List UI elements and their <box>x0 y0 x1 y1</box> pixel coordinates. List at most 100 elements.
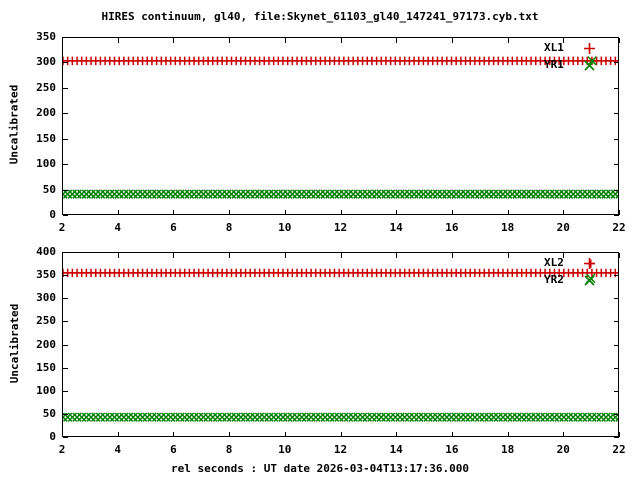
x-tick-label: 14 <box>389 221 403 234</box>
x-tick <box>173 210 175 215</box>
y-tick <box>63 252 68 253</box>
x-tick-label: 20 <box>556 443 570 456</box>
y-tick <box>63 113 68 115</box>
y-tick <box>63 413 68 415</box>
x-tick <box>563 432 565 437</box>
y-tick <box>614 113 619 115</box>
x-tick <box>62 210 63 215</box>
x-tick <box>173 432 175 437</box>
y-tick-label: 100 <box>36 157 56 171</box>
y-tick <box>614 62 619 64</box>
x-tick <box>62 38 63 43</box>
y-tick-label: 150 <box>36 131 56 145</box>
x-tick <box>619 38 620 43</box>
y-tick <box>63 138 68 140</box>
x-tick <box>62 253 63 258</box>
y-tick-label: 400 <box>36 245 56 258</box>
x-tick-label: 14 <box>389 443 403 456</box>
y-tick <box>614 138 619 140</box>
y-tick <box>614 215 619 216</box>
x-tick <box>62 432 63 437</box>
y-tick-label: 150 <box>36 360 56 374</box>
y-tick <box>614 37 619 38</box>
y-tick-label: 0 <box>49 208 56 221</box>
top-legend-label-xl1: XL1 <box>544 41 564 54</box>
x-tick <box>563 253 565 258</box>
x-tick-label: 16 <box>445 443 459 456</box>
y-tick <box>63 321 68 323</box>
x-tick <box>507 38 509 43</box>
y-tick <box>63 189 68 191</box>
x-tick <box>507 432 509 437</box>
x-tick <box>229 432 231 437</box>
y-tick <box>614 321 619 323</box>
top-legend-marker-xl1 <box>583 42 596 55</box>
x-tick <box>451 210 453 215</box>
x-tick <box>284 253 286 258</box>
y-tick <box>614 189 619 191</box>
x-tick <box>117 210 119 215</box>
x-tick-label: 16 <box>445 221 459 234</box>
page-title: HIRES continuum, gl40, file:Skynet_61103… <box>101 10 539 23</box>
x-tick <box>117 38 119 43</box>
y-tick <box>614 367 619 369</box>
y-tick <box>63 298 68 300</box>
y-tick <box>63 62 68 64</box>
x-tick-label: 2 <box>58 221 66 234</box>
x-tick <box>451 253 453 258</box>
y-tick <box>63 367 68 369</box>
y-tick-label: 100 <box>36 383 56 397</box>
x-tick <box>229 253 231 258</box>
top-plot-frame <box>62 37 619 215</box>
y-tick <box>63 215 68 216</box>
y-tick-label: 250 <box>36 80 56 94</box>
y-tick <box>63 275 68 277</box>
y-tick <box>63 37 68 38</box>
x-tick <box>507 253 509 258</box>
x-tick <box>396 432 398 437</box>
x-tick <box>396 210 398 215</box>
y-tick-label: 350 <box>36 30 56 43</box>
x-tick <box>284 38 286 43</box>
x-tick-label: 12 <box>333 221 348 234</box>
y-tick <box>614 390 619 392</box>
bottom-series-layer <box>63 253 618 436</box>
x-tick-label: 22 <box>612 221 626 234</box>
x-tick-label: 20 <box>556 221 570 234</box>
y-tick-label: 50 <box>42 182 56 196</box>
top-series-layer <box>63 38 618 214</box>
top-legend-label-yr1: YR1 <box>544 58 564 71</box>
x-tick <box>563 210 565 215</box>
x-tick <box>229 210 231 215</box>
x-tick <box>340 432 342 437</box>
bottom-plot-frame <box>62 252 619 437</box>
y-tick-label: 0 <box>49 430 56 443</box>
y-tick <box>63 164 68 166</box>
y-tick <box>63 390 68 392</box>
y-tick-label: 300 <box>36 55 56 69</box>
y-tick <box>614 413 619 415</box>
y-tick <box>614 164 619 166</box>
x-tick-label: 4 <box>114 221 121 234</box>
bottom-x-axis-title: rel seconds : UT date 2026-03-04T13:17:3… <box>170 462 469 475</box>
x-tick-label: 8 <box>225 443 233 456</box>
x-tick <box>619 210 620 215</box>
x-tick-label: 10 <box>278 443 292 456</box>
y-tick <box>614 87 619 89</box>
x-tick <box>340 210 342 215</box>
y-tick-label: 50 <box>42 406 56 420</box>
data-markers <box>63 259 618 422</box>
x-tick-label: 8 <box>225 221 233 234</box>
x-tick-label: 10 <box>278 221 292 234</box>
x-tick <box>451 38 453 43</box>
x-tick <box>396 38 398 43</box>
y-tick-label: 200 <box>36 106 56 120</box>
x-tick <box>284 432 286 437</box>
bottom-legend-label-yr2: YR2 <box>544 273 564 286</box>
y-tick <box>614 252 619 253</box>
x-tick-label: 18 <box>500 443 515 456</box>
y-tick-label: 200 <box>36 337 56 351</box>
